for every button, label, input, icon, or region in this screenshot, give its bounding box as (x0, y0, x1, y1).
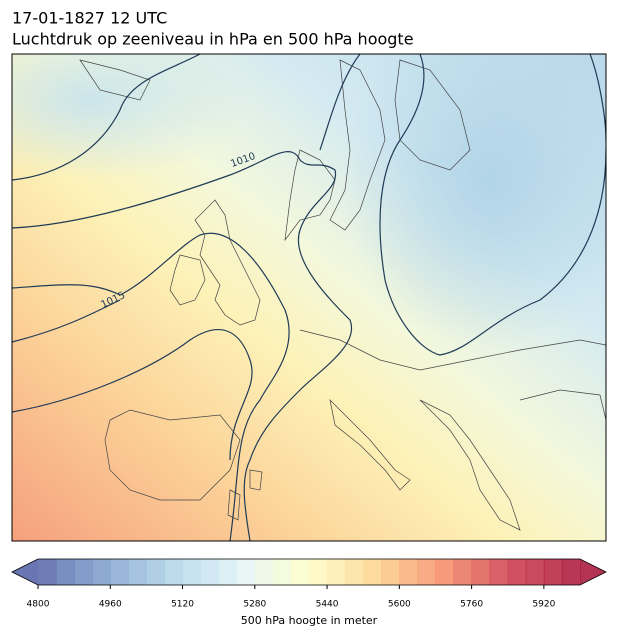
colorbar-band (146, 559, 165, 585)
colorbar-band (543, 559, 563, 585)
colorbar-band (218, 559, 238, 585)
colorbar-band (290, 559, 310, 585)
subtitle: Luchtdruk op zeeniveau in hPa en 500 hPa… (12, 30, 414, 49)
colorbar-tick-label: 5760 (460, 600, 483, 610)
colorbar-band (417, 559, 436, 585)
colorbar-band (489, 559, 509, 585)
colorbar-band (110, 559, 129, 585)
colorbar-band (254, 559, 274, 585)
colorbar-band (182, 559, 202, 585)
colorbar-band (236, 559, 256, 585)
colorbar-band (363, 559, 382, 585)
colorbar-band (164, 559, 184, 585)
colorbar-band (309, 559, 328, 585)
colorbar-extend-low (12, 559, 38, 585)
colorbar-label: 500 hPa hoogte in meter (241, 614, 378, 627)
colorbar-tick-label: 5280 (243, 600, 266, 610)
colorbar-band (74, 559, 93, 585)
map-frame (11, 53, 607, 542)
map: 1010 1015 (12, 54, 606, 541)
colorbar-band (128, 559, 147, 585)
colorbar-tick-label: 5600 (388, 600, 411, 610)
isobars (12, 54, 606, 541)
blue-area (12, 54, 250, 180)
colorbar-band (38, 559, 57, 585)
colorbar-tick-label: 5440 (316, 600, 339, 610)
colorbar-tick-label: 4960 (99, 600, 122, 610)
colorbar-extend-high (580, 559, 606, 585)
colorbar-band (327, 559, 346, 585)
title: 17-01-1827 12 UTC (12, 9, 167, 28)
colorbar-band (471, 559, 491, 585)
colorbar-band (525, 559, 545, 585)
colorbar-band (453, 559, 473, 585)
colorbar-band (56, 559, 75, 585)
colorbar-band (92, 559, 111, 585)
colorbar-band (381, 559, 400, 585)
colorbar-band (561, 559, 581, 585)
colorbar-tick-label: 4800 (27, 600, 50, 610)
colorbar: 4800 4960 5120 5280 5440 5600 5760 5920 (11, 558, 607, 610)
low-area (340, 54, 606, 350)
colorbar-band (345, 559, 364, 585)
colorbar-tick-label: 5920 (532, 600, 555, 610)
colorbar-band (507, 559, 527, 585)
colorbar-band (200, 559, 220, 585)
colorbar-band (272, 559, 292, 585)
colorbar-band (435, 559, 455, 585)
colorbar-band (399, 559, 418, 585)
colorbar-tick-label: 5120 (171, 600, 194, 610)
